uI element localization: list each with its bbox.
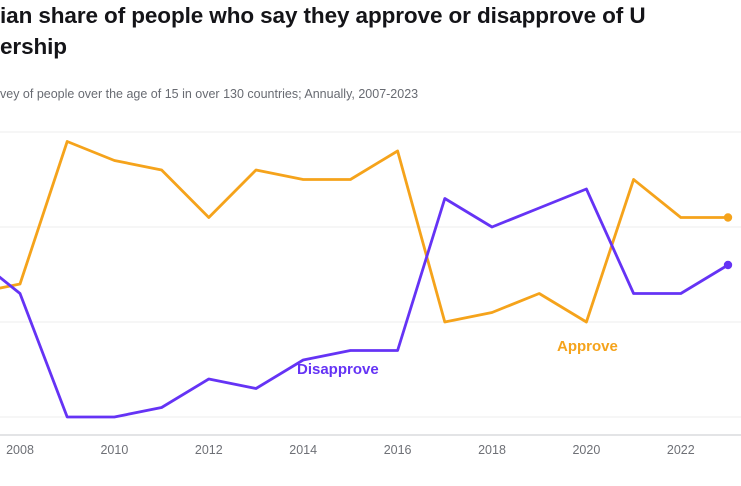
x-tick-label: 2010 xyxy=(100,443,129,457)
chart-title-line2: ership xyxy=(0,34,67,59)
approve-end-dot xyxy=(723,213,733,222)
x-tick-label: 2022 xyxy=(666,443,695,457)
x-tick-label: 2008 xyxy=(6,443,34,457)
approve-line xyxy=(0,140,730,324)
x-tick-label: 2014 xyxy=(289,443,318,457)
disapprove-line xyxy=(0,187,730,419)
chart-subtitle: vey of people over the age of 15 in over… xyxy=(0,87,419,101)
x-tick-label: 2016 xyxy=(383,443,412,457)
x-tick-label: 2020 xyxy=(572,443,601,457)
approve-line-label: Approve xyxy=(557,338,618,355)
chart-title-line1: ian share of people who say they approve… xyxy=(0,3,646,28)
disapprove-end-dot xyxy=(723,260,733,270)
x-tick-label: 2012 xyxy=(194,443,223,457)
x-tick-label: 2018 xyxy=(478,443,506,457)
disapprove-line-label: Disapprove xyxy=(297,361,379,378)
